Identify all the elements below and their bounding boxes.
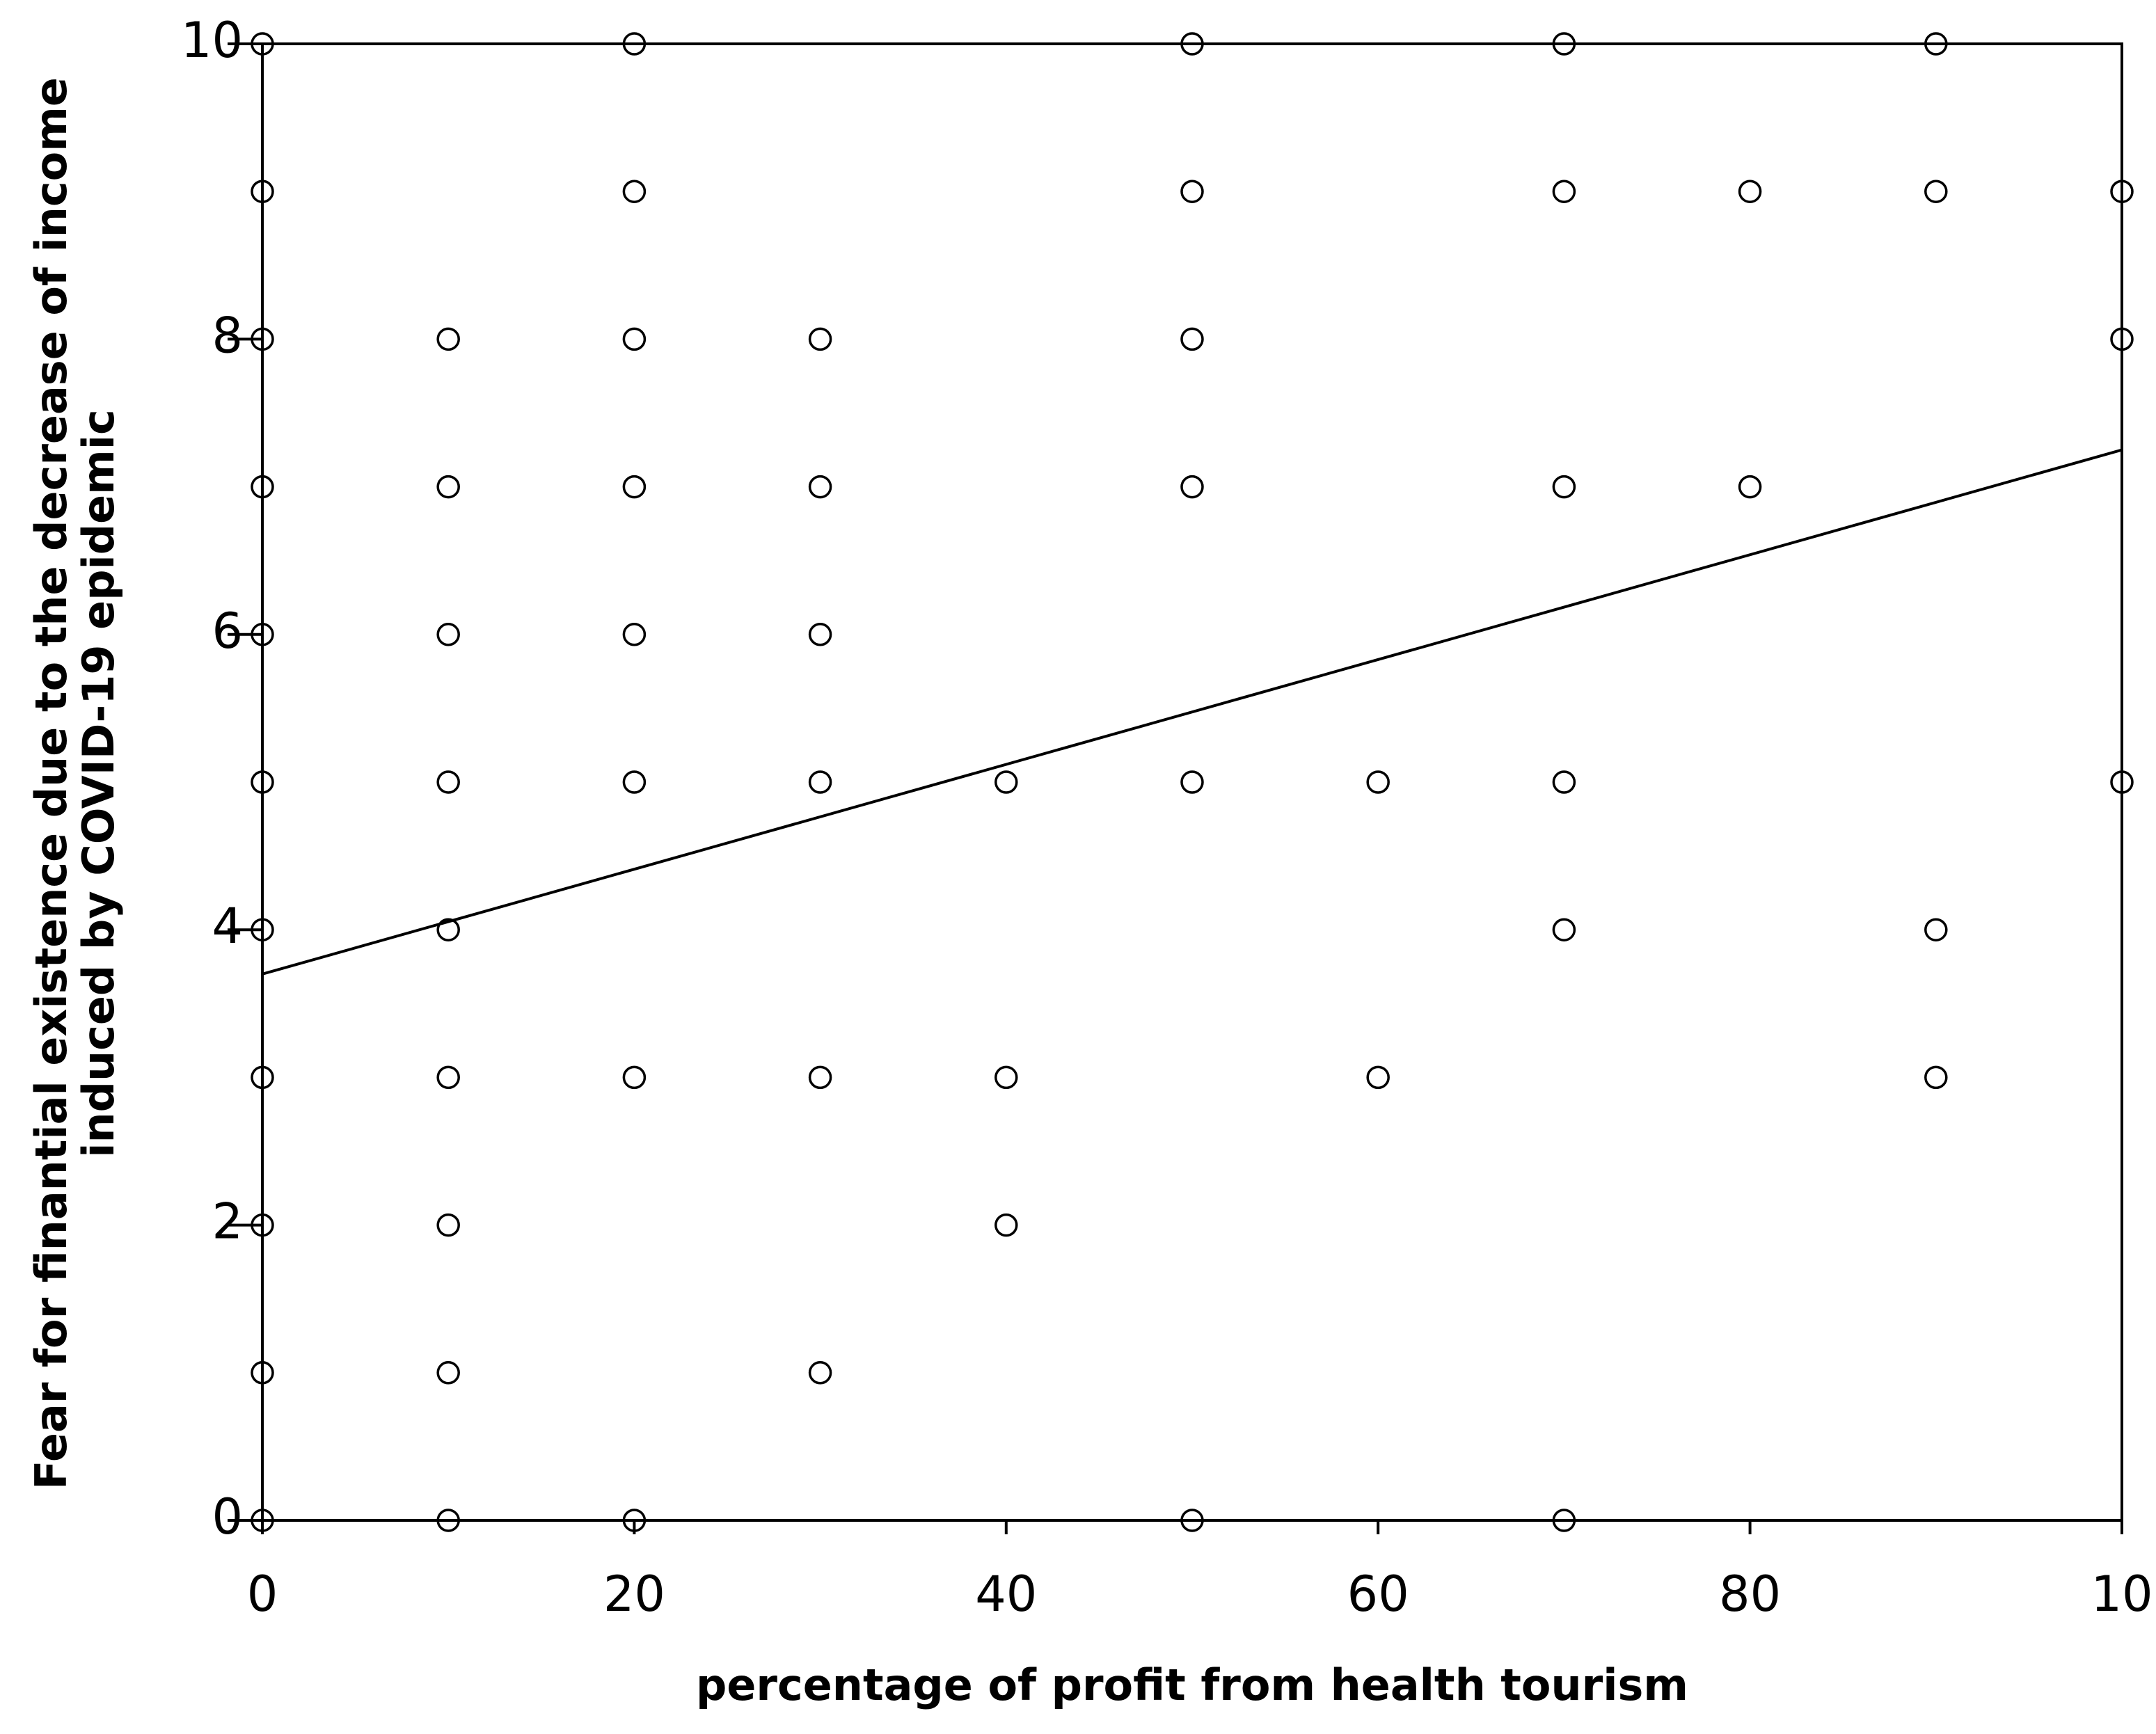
data-point [1180, 327, 1204, 351]
data-point [808, 1065, 832, 1090]
data-point [436, 1361, 460, 1385]
data-point [808, 1361, 832, 1385]
x-axis-label: percentage of profit from health tourism [696, 1660, 1688, 1710]
y-tick-label: 2 [212, 1193, 243, 1250]
x-tick-label: 10 [2091, 1566, 2153, 1623]
data-point [251, 623, 274, 646]
data-point [1180, 770, 1204, 794]
data-point [808, 623, 832, 646]
data-point [251, 1213, 274, 1237]
data-point [436, 770, 460, 794]
y-axis-label: Fear for finantial existence due to the … [26, 77, 124, 1490]
data-point [1180, 180, 1204, 203]
data-point [251, 1065, 274, 1090]
data-point [622, 32, 647, 56]
data-point [622, 1509, 647, 1532]
data-point [622, 770, 647, 794]
data-point [436, 475, 460, 499]
data-point [1552, 180, 1576, 203]
data-point [1552, 770, 1576, 794]
data-point [994, 1065, 1018, 1090]
data-point [2110, 770, 2134, 794]
data-point [251, 327, 274, 351]
data-point [436, 918, 460, 941]
data-point [251, 918, 274, 941]
y-tick-label: 6 [212, 603, 243, 660]
data-point [436, 327, 460, 351]
data-point [994, 770, 1018, 794]
data-point [251, 1509, 274, 1532]
data-point [1924, 180, 1948, 203]
data-point [994, 1213, 1018, 1237]
data-point [1738, 180, 1762, 203]
data-point [1552, 1509, 1576, 1532]
x-tick-label: 40 [975, 1566, 1037, 1623]
data-point [622, 180, 647, 203]
y-axis-label-line: Fear for finantial existence due to the … [26, 77, 77, 1490]
y-axis-label-line: induced by COVID-19 epidemic [73, 409, 124, 1158]
data-point [251, 475, 274, 499]
data-point [436, 1213, 460, 1237]
fit-line [262, 448, 2123, 976]
data-point [251, 180, 274, 203]
data-point [251, 770, 274, 794]
data-point [251, 32, 274, 56]
data-point [1552, 918, 1576, 941]
data-point [1180, 475, 1204, 499]
data-point [1366, 770, 1390, 794]
data-point [1180, 1509, 1204, 1532]
y-tick-label: 8 [212, 307, 243, 364]
data-point [1552, 32, 1576, 56]
data-point [1924, 32, 1948, 56]
data-point [436, 623, 460, 646]
x-tick-label: 80 [1719, 1566, 1781, 1623]
data-point [1924, 918, 1948, 941]
data-point [436, 1509, 460, 1532]
data-point [808, 475, 832, 499]
data-point [622, 623, 647, 646]
data-point [808, 770, 832, 794]
x-tick-label: 60 [1347, 1566, 1409, 1623]
y-tick-label: 0 [212, 1488, 243, 1545]
data-point [1552, 475, 1576, 499]
x-tick-label: 0 [247, 1566, 278, 1623]
data-point [436, 1065, 460, 1090]
data-point [1366, 1065, 1390, 1090]
data-point [622, 1065, 647, 1090]
data-point [622, 327, 647, 351]
data-point [808, 327, 832, 351]
data-point [251, 1361, 274, 1385]
data-point [1924, 1065, 1948, 1090]
data-point [1180, 32, 1204, 56]
plot-frame [261, 42, 2123, 1522]
data-point [2110, 180, 2134, 203]
y-tick-label: 10 [181, 12, 243, 69]
x-tick-label: 20 [603, 1566, 665, 1623]
data-point [622, 475, 647, 499]
y-tick-label: 4 [212, 898, 243, 955]
data-point [1738, 475, 1762, 499]
data-point [2110, 327, 2134, 351]
